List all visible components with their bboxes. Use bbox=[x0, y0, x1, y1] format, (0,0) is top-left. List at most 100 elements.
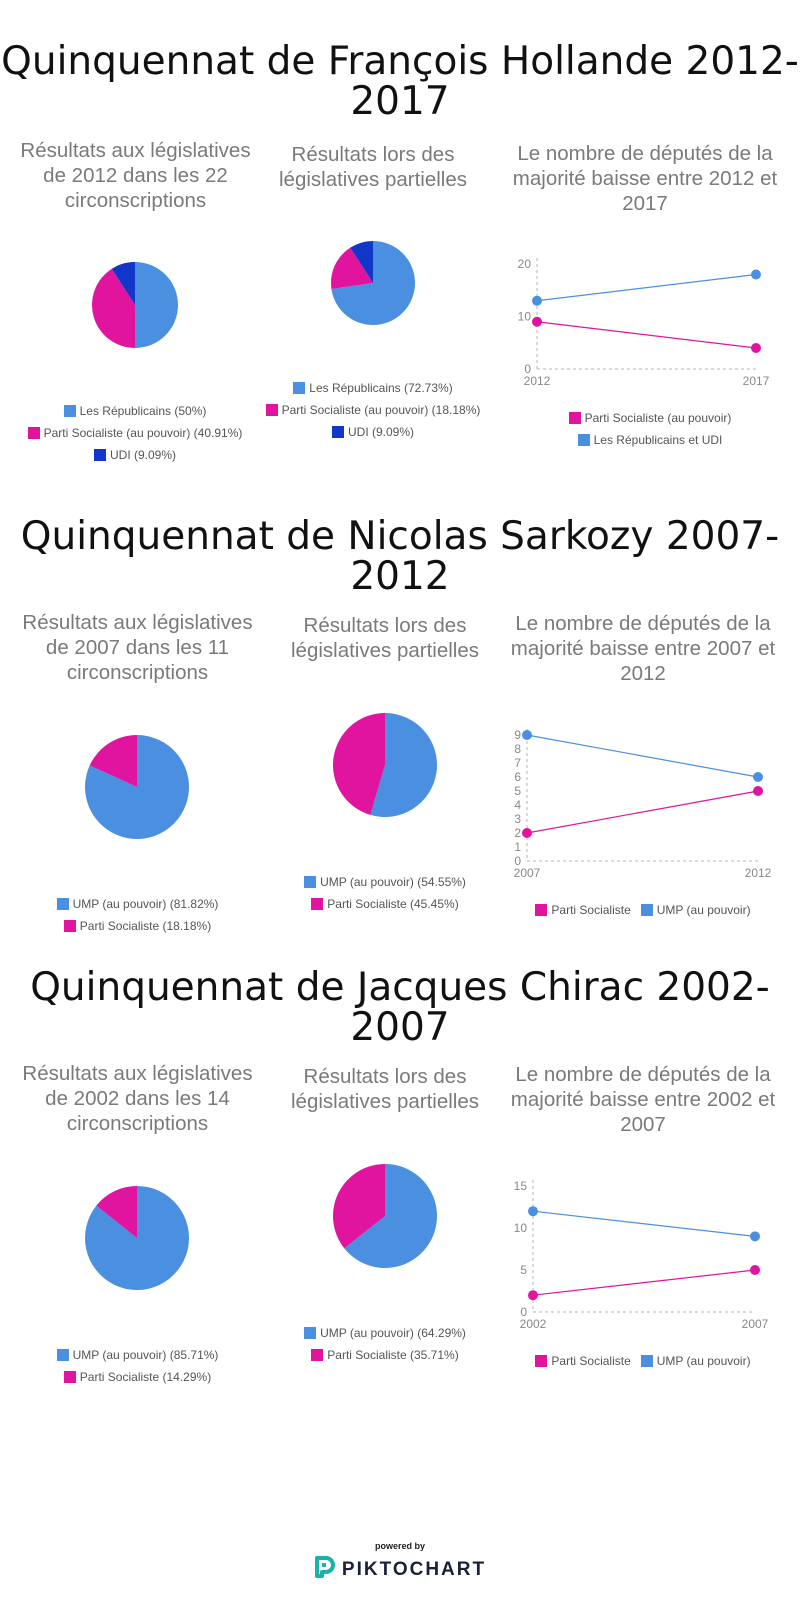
legend-label: UMP (au pouvoir) (85.71%) bbox=[72, 1348, 219, 1362]
legend-s1-c1: Les Républicains (50%) Parti Socialiste (… bbox=[0, 404, 270, 470]
legend-label: Les Républicains (72.73%) bbox=[309, 381, 453, 395]
legend-label: Les Républicains et UDI bbox=[593, 433, 723, 447]
pie-slice-s1-c1-2 bbox=[111, 262, 135, 305]
legend-swatch bbox=[27, 427, 40, 439]
pie-slice-s1-c2-1 bbox=[331, 247, 373, 289]
series-point-s3-c3-1-1 bbox=[750, 1231, 760, 1242]
powered-by-text: powered by bbox=[374, 1541, 425, 1551]
legend-swatch bbox=[535, 904, 548, 916]
pie-slice-s3-c2-1 bbox=[333, 1164, 385, 1249]
piktochart-brand-name: PIKTOCHART bbox=[341, 1558, 487, 1580]
legend-swatch bbox=[293, 382, 306, 394]
y-tick-label-s2-c3: 2 bbox=[514, 826, 521, 840]
series-point-s2-c3-0-0 bbox=[522, 828, 532, 838]
chart-title-s2-c3: Le nombre de députés de la majorité bais… bbox=[510, 612, 776, 685]
series-line-s3-c3-0 bbox=[532, 1269, 756, 1296]
footer: powered by PIKTOCHART bbox=[0, 1541, 800, 1584]
legend-label: UDI (9.09%) bbox=[109, 448, 177, 462]
series-line-s2-c3-1 bbox=[526, 734, 759, 778]
y-tick-label-s2-c3: 8 bbox=[514, 742, 521, 756]
legend-label: Parti Socialiste bbox=[551, 1354, 631, 1368]
chart-title-s1-c1: Résultats aux législatives de 2012 dans … bbox=[20, 139, 251, 212]
legend-s3-c1: UMP (au pouvoir) (85.71%) Parti Socialist… bbox=[0, 1348, 275, 1392]
legend-s2-c1: UMP (au pouvoir) (81.82%) Parti Socialist… bbox=[0, 897, 275, 941]
y-tick-label-s3-c3: 0 bbox=[520, 1305, 527, 1319]
legend-item: Les Républicains (72.73%) bbox=[240, 381, 506, 395]
legend-swatch bbox=[331, 426, 344, 438]
legend-label: UDI (9.09%) bbox=[347, 425, 415, 439]
x-tick-label-s3-c3: 2007 bbox=[742, 1317, 769, 1331]
legend-label: UMP (au pouvoir) bbox=[656, 1354, 751, 1368]
section-title-hollande: Quinquennat de François Hollande 2012-20… bbox=[1, 39, 799, 124]
legend-label: Parti Socialiste (18.18%) bbox=[79, 919, 212, 933]
legend-label: Parti Socialiste (45.45%) bbox=[327, 897, 459, 911]
legend-item: UMP (au pouvoir) bbox=[640, 903, 751, 917]
legend-swatch bbox=[535, 1355, 548, 1367]
chart-title-s3-c2: Résultats lors des législatives partiell… bbox=[290, 1065, 479, 1113]
legend-item: Parti Socialiste (14.29%) bbox=[0, 1370, 275, 1384]
piktochart-brand[interactable]: PIKTOCHART bbox=[314, 1555, 486, 1584]
legend-s1-c2: Les Républicains (72.73%) Parti Socialist… bbox=[240, 381, 506, 447]
y-tick-label-s2-c3: 7 bbox=[514, 756, 521, 770]
legend-swatch bbox=[56, 1349, 69, 1361]
section-title-sarkozy: Quinquennat de Nicolas Sarkozy 2007-2012 bbox=[20, 514, 780, 599]
legend-label: UMP (au pouvoir) (54.55%) bbox=[320, 875, 466, 889]
series-line-s3-c3-1 bbox=[532, 1210, 756, 1237]
y-tick-label-s2-c3: 5 bbox=[514, 784, 521, 798]
legend-item: Parti Socialiste bbox=[535, 903, 631, 917]
legend-swatch bbox=[577, 434, 590, 446]
legend-item: Parti Socialiste (18.18%) bbox=[0, 919, 275, 933]
y-tick-label-s3-c3: 15 bbox=[514, 1179, 528, 1193]
pie-slice-s2-c1-0 bbox=[85, 735, 189, 840]
legend-label: Parti Socialiste (35.71%) bbox=[327, 1348, 459, 1362]
series-line-s2-c3-0 bbox=[526, 790, 759, 834]
x-tick-label-s2-c3: 2012 bbox=[745, 866, 772, 880]
x-tick-label-s3-c3: 2002 bbox=[520, 1317, 547, 1331]
legend-label: UMP (au pouvoir) (64.29%) bbox=[320, 1326, 466, 1340]
legend-label: Les Républicains (50%) bbox=[79, 404, 207, 418]
legend-label: UMP (au pouvoir) (81.82%) bbox=[72, 897, 219, 911]
pie-slice-s2-c1-1 bbox=[89, 735, 137, 787]
legend-item: UMP (au pouvoir) (85.71%) bbox=[0, 1348, 275, 1362]
legend-item: UMP (au pouvoir) (81.82%) bbox=[0, 897, 275, 911]
legend-item: UDI (9.09%) bbox=[0, 448, 270, 462]
pie-slice-s1-c2-0 bbox=[331, 241, 416, 325]
x-tick-label-s1-c3: 2012 bbox=[524, 374, 551, 388]
y-tick-label-s2-c3: 9 bbox=[514, 728, 521, 742]
piktochart-logo-icon bbox=[314, 1555, 336, 1584]
y-tick-label-s3-c3: 10 bbox=[514, 1221, 528, 1235]
legend-swatch bbox=[63, 920, 76, 932]
legend-label: Parti Socialiste bbox=[551, 903, 631, 917]
section-title-chirac: Quinquennat de Jacques Chirac 2002-2007 bbox=[30, 965, 770, 1050]
series-point-s1-c3-1-0 bbox=[532, 295, 542, 306]
legend-item: UDI (9.09%) bbox=[240, 425, 506, 439]
y-tick-label-s2-c3: 0 bbox=[514, 854, 521, 868]
chart-title-s3-c1: Résultats aux législatives de 2002 dans … bbox=[22, 1062, 253, 1135]
pie-slice-s2-c2-0 bbox=[370, 713, 438, 817]
series-point-s1-c3-0-1 bbox=[751, 343, 761, 353]
legend-label: Parti Socialiste (au pouvoir) bbox=[584, 411, 732, 425]
legend-item: UMP (au pouvoir) (64.29%) bbox=[250, 1326, 520, 1340]
legend-item: UMP (au pouvoir) bbox=[640, 1354, 751, 1368]
legend-s3-c3: Parti Socialiste UMP (au pouvoir) bbox=[503, 1354, 783, 1368]
y-tick-label-s3-c3: 5 bbox=[520, 1263, 527, 1277]
legend-item: Parti Socialiste (45.45%) bbox=[250, 897, 520, 911]
series-point-s3-c3-0-0 bbox=[528, 1290, 538, 1301]
y-tick-label-s1-c3: 20 bbox=[518, 257, 532, 271]
legend-swatch bbox=[304, 876, 317, 888]
legend-swatch bbox=[63, 1371, 76, 1383]
series-point-s3-c3-1-0 bbox=[528, 1206, 538, 1217]
series-line-s1-c3-1 bbox=[536, 273, 757, 302]
legend-item: Les Républicains (50%) bbox=[0, 404, 270, 418]
y-tick-label-s1-c3: 10 bbox=[518, 310, 532, 324]
series-point-s2-c3-0-1 bbox=[753, 786, 763, 796]
legend-swatch bbox=[56, 898, 69, 910]
legend-label: Parti Socialiste (au pouvoir) (40.91%) bbox=[43, 426, 243, 440]
series-point-s3-c3-0-1 bbox=[750, 1265, 760, 1275]
legend-item: Parti Socialiste (au pouvoir) bbox=[510, 411, 790, 425]
x-tick-label-s1-c3: 2017 bbox=[743, 374, 770, 388]
chart-title-s2-c1: Résultats aux législatives de 2007 dans … bbox=[22, 611, 253, 684]
legend-swatch bbox=[265, 404, 278, 416]
legend-s1-c3: Parti Socialiste (au pouvoir) Les Républi… bbox=[510, 411, 790, 455]
legend-swatch bbox=[93, 449, 106, 461]
